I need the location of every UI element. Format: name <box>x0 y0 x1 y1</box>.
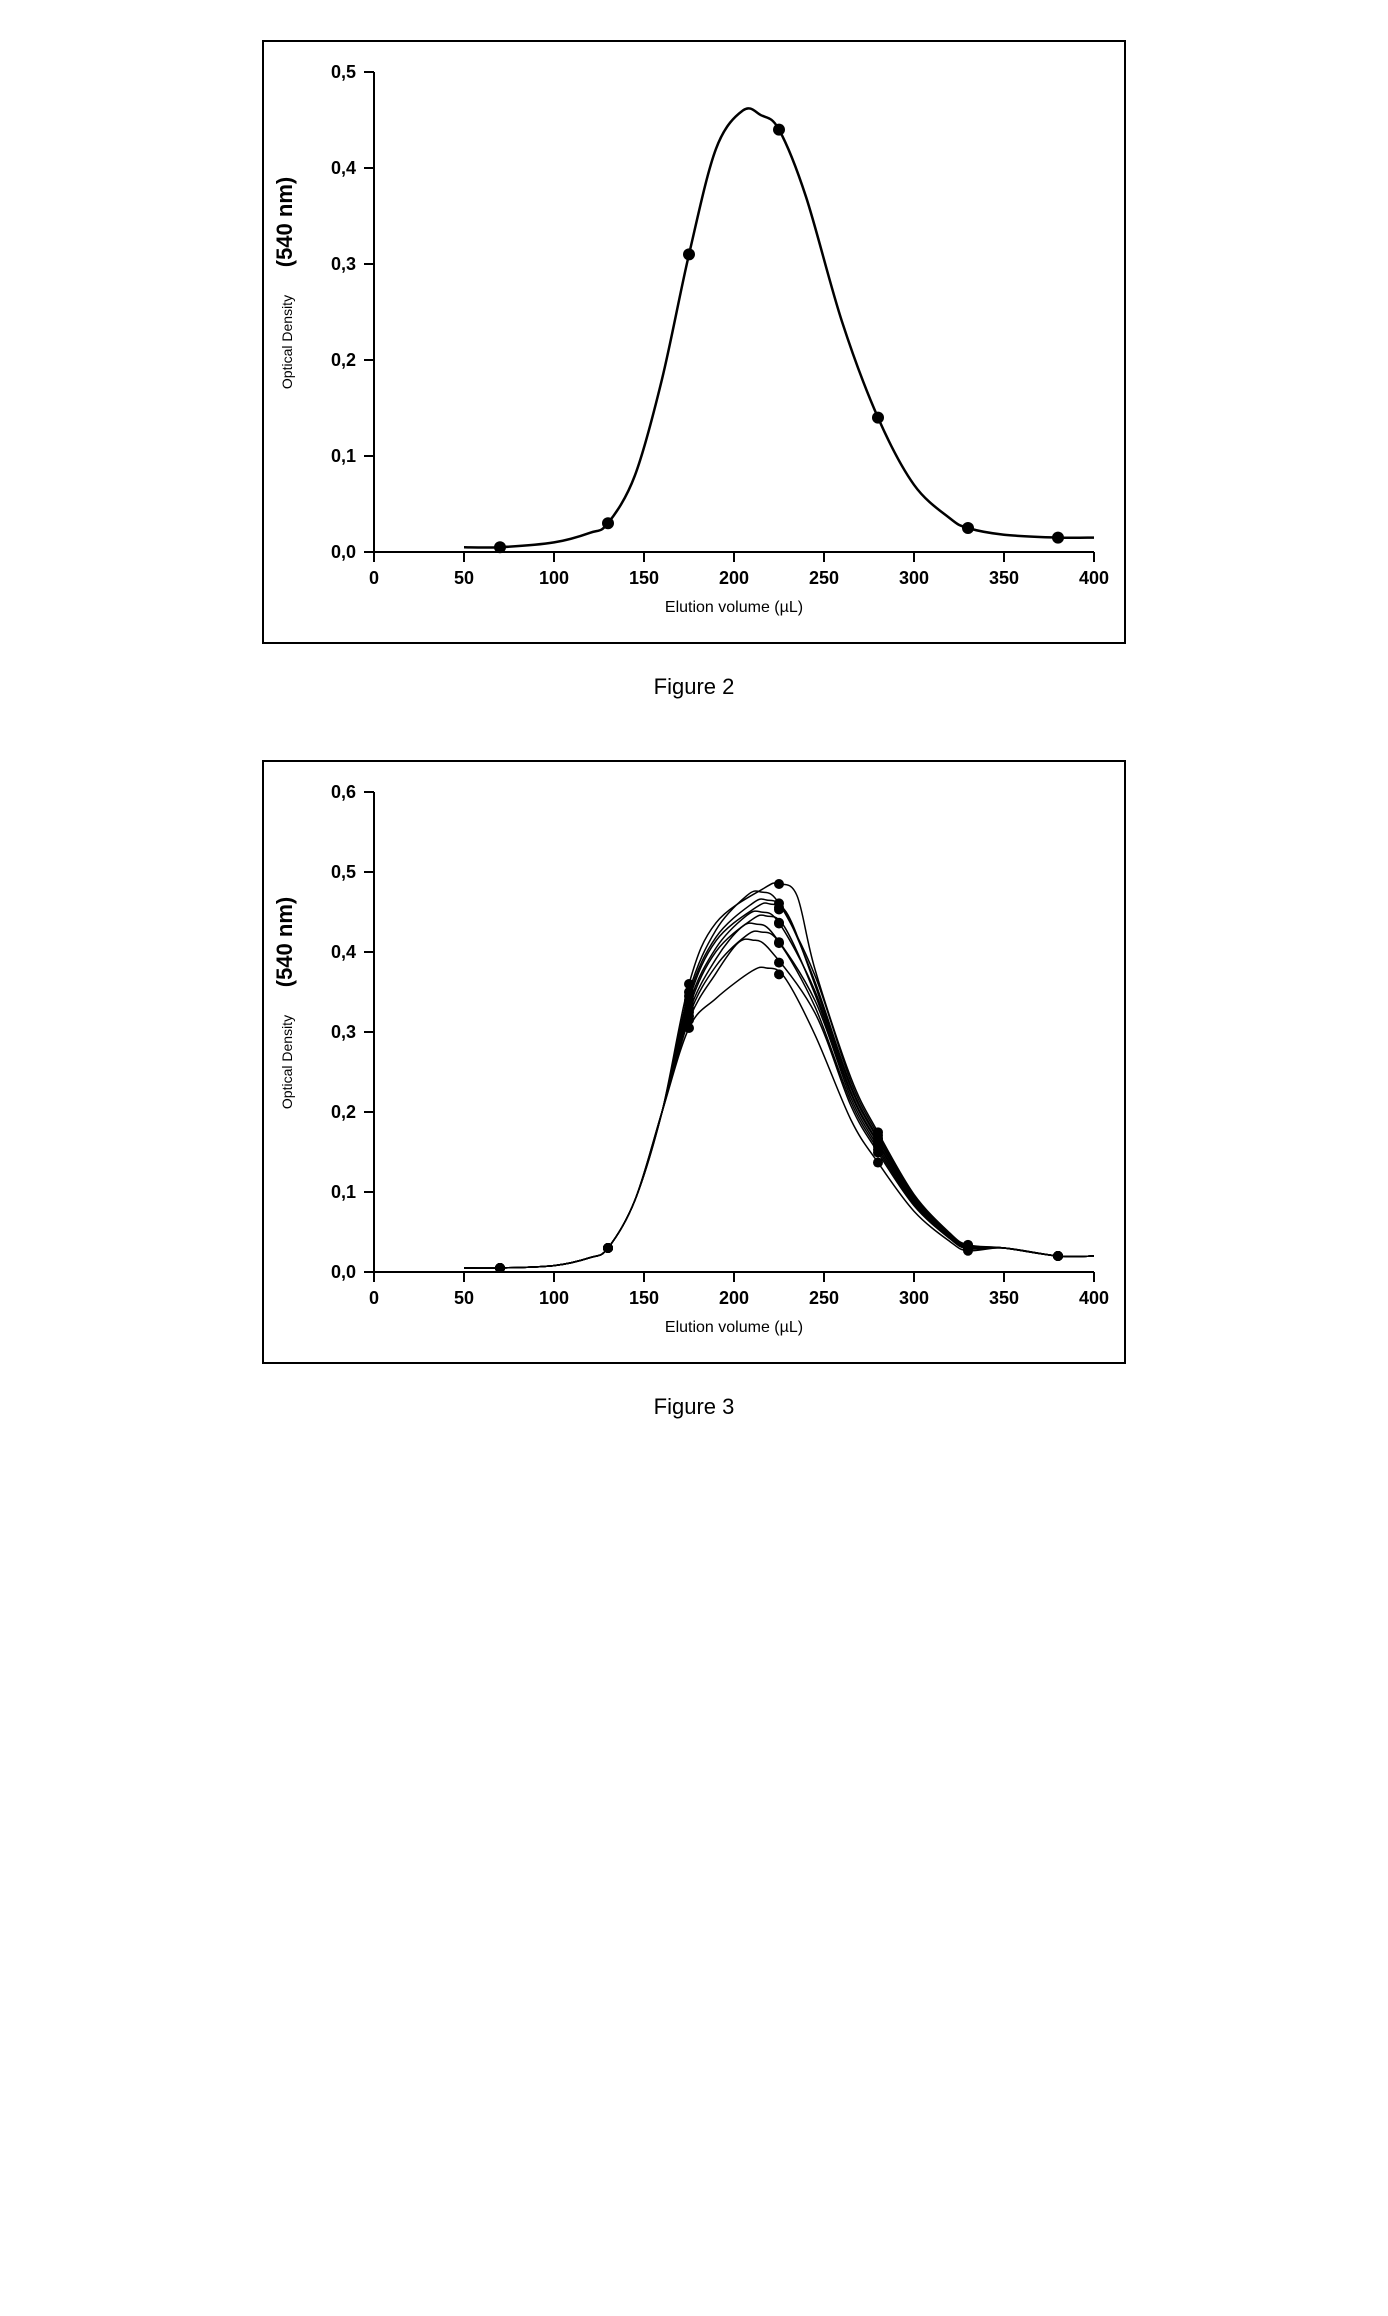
svg-text:(540 nm): (540 nm) <box>272 177 297 267</box>
svg-text:250: 250 <box>809 568 839 588</box>
svg-text:150: 150 <box>629 1288 659 1308</box>
svg-text:100: 100 <box>539 568 569 588</box>
svg-text:Optical Density: Optical Density <box>279 295 295 389</box>
svg-text:0,1: 0,1 <box>331 1182 356 1202</box>
svg-text:0,5: 0,5 <box>331 62 356 82</box>
svg-text:0,1: 0,1 <box>331 446 356 466</box>
svg-text:Elution volume (µL): Elution volume (µL) <box>665 599 803 616</box>
svg-text:0,2: 0,2 <box>331 350 356 370</box>
svg-text:0,0: 0,0 <box>331 1262 356 1282</box>
svg-text:0,3: 0,3 <box>331 254 356 274</box>
svg-text:Optical Density: Optical Density <box>279 1015 295 1109</box>
svg-text:0,5: 0,5 <box>331 862 356 882</box>
svg-text:0: 0 <box>369 1288 379 1308</box>
svg-text:Elution volume (µL): Elution volume (µL) <box>665 1319 803 1336</box>
svg-text:300: 300 <box>899 568 929 588</box>
svg-text:50: 50 <box>454 568 474 588</box>
svg-text:0: 0 <box>369 568 379 588</box>
svg-text:200: 200 <box>719 568 749 588</box>
svg-text:300: 300 <box>899 1288 929 1308</box>
figure-2-chart: 0 50 100 150 200 250 300 350 400 0,0 0,1 0,2 0,3 0,4 0… <box>262 40 1126 644</box>
svg-text:0,3: 0,3 <box>331 1022 356 1042</box>
svg-text:0,0: 0,0 <box>331 542 356 562</box>
figure-2-caption: Figure 2 <box>654 674 735 700</box>
svg-text:350: 350 <box>989 568 1019 588</box>
svg-text:0,2: 0,2 <box>331 1102 356 1122</box>
svg-text:400: 400 <box>1079 568 1109 588</box>
figure-3-chart: 0 50 100 150 200 250 300 350 400 0,0 0,1 0,2 0,3 0,4 0… <box>262 760 1126 1364</box>
svg-text:50: 50 <box>454 1288 474 1308</box>
svg-text:100: 100 <box>539 1288 569 1308</box>
svg-text:0,4: 0,4 <box>331 942 356 962</box>
figure-3-block: 0 50 100 150 200 250 300 350 400 0,0 0,1 0,2 0,3 0,4 0… <box>262 760 1126 1420</box>
svg-text:250: 250 <box>809 1288 839 1308</box>
svg-text:200: 200 <box>719 1288 749 1308</box>
figure-2-block: 0 50 100 150 200 250 300 350 400 0,0 0,1 0,2 0,3 0,4 0… <box>262 40 1126 700</box>
svg-text:0,4: 0,4 <box>331 158 356 178</box>
svg-text:(540 nm): (540 nm) <box>272 897 297 987</box>
svg-text:350: 350 <box>989 1288 1019 1308</box>
svg-text:150: 150 <box>629 568 659 588</box>
svg-text:0,6: 0,6 <box>331 782 356 802</box>
svg-text:400: 400 <box>1079 1288 1109 1308</box>
figure-3-caption: Figure 3 <box>654 1394 735 1420</box>
